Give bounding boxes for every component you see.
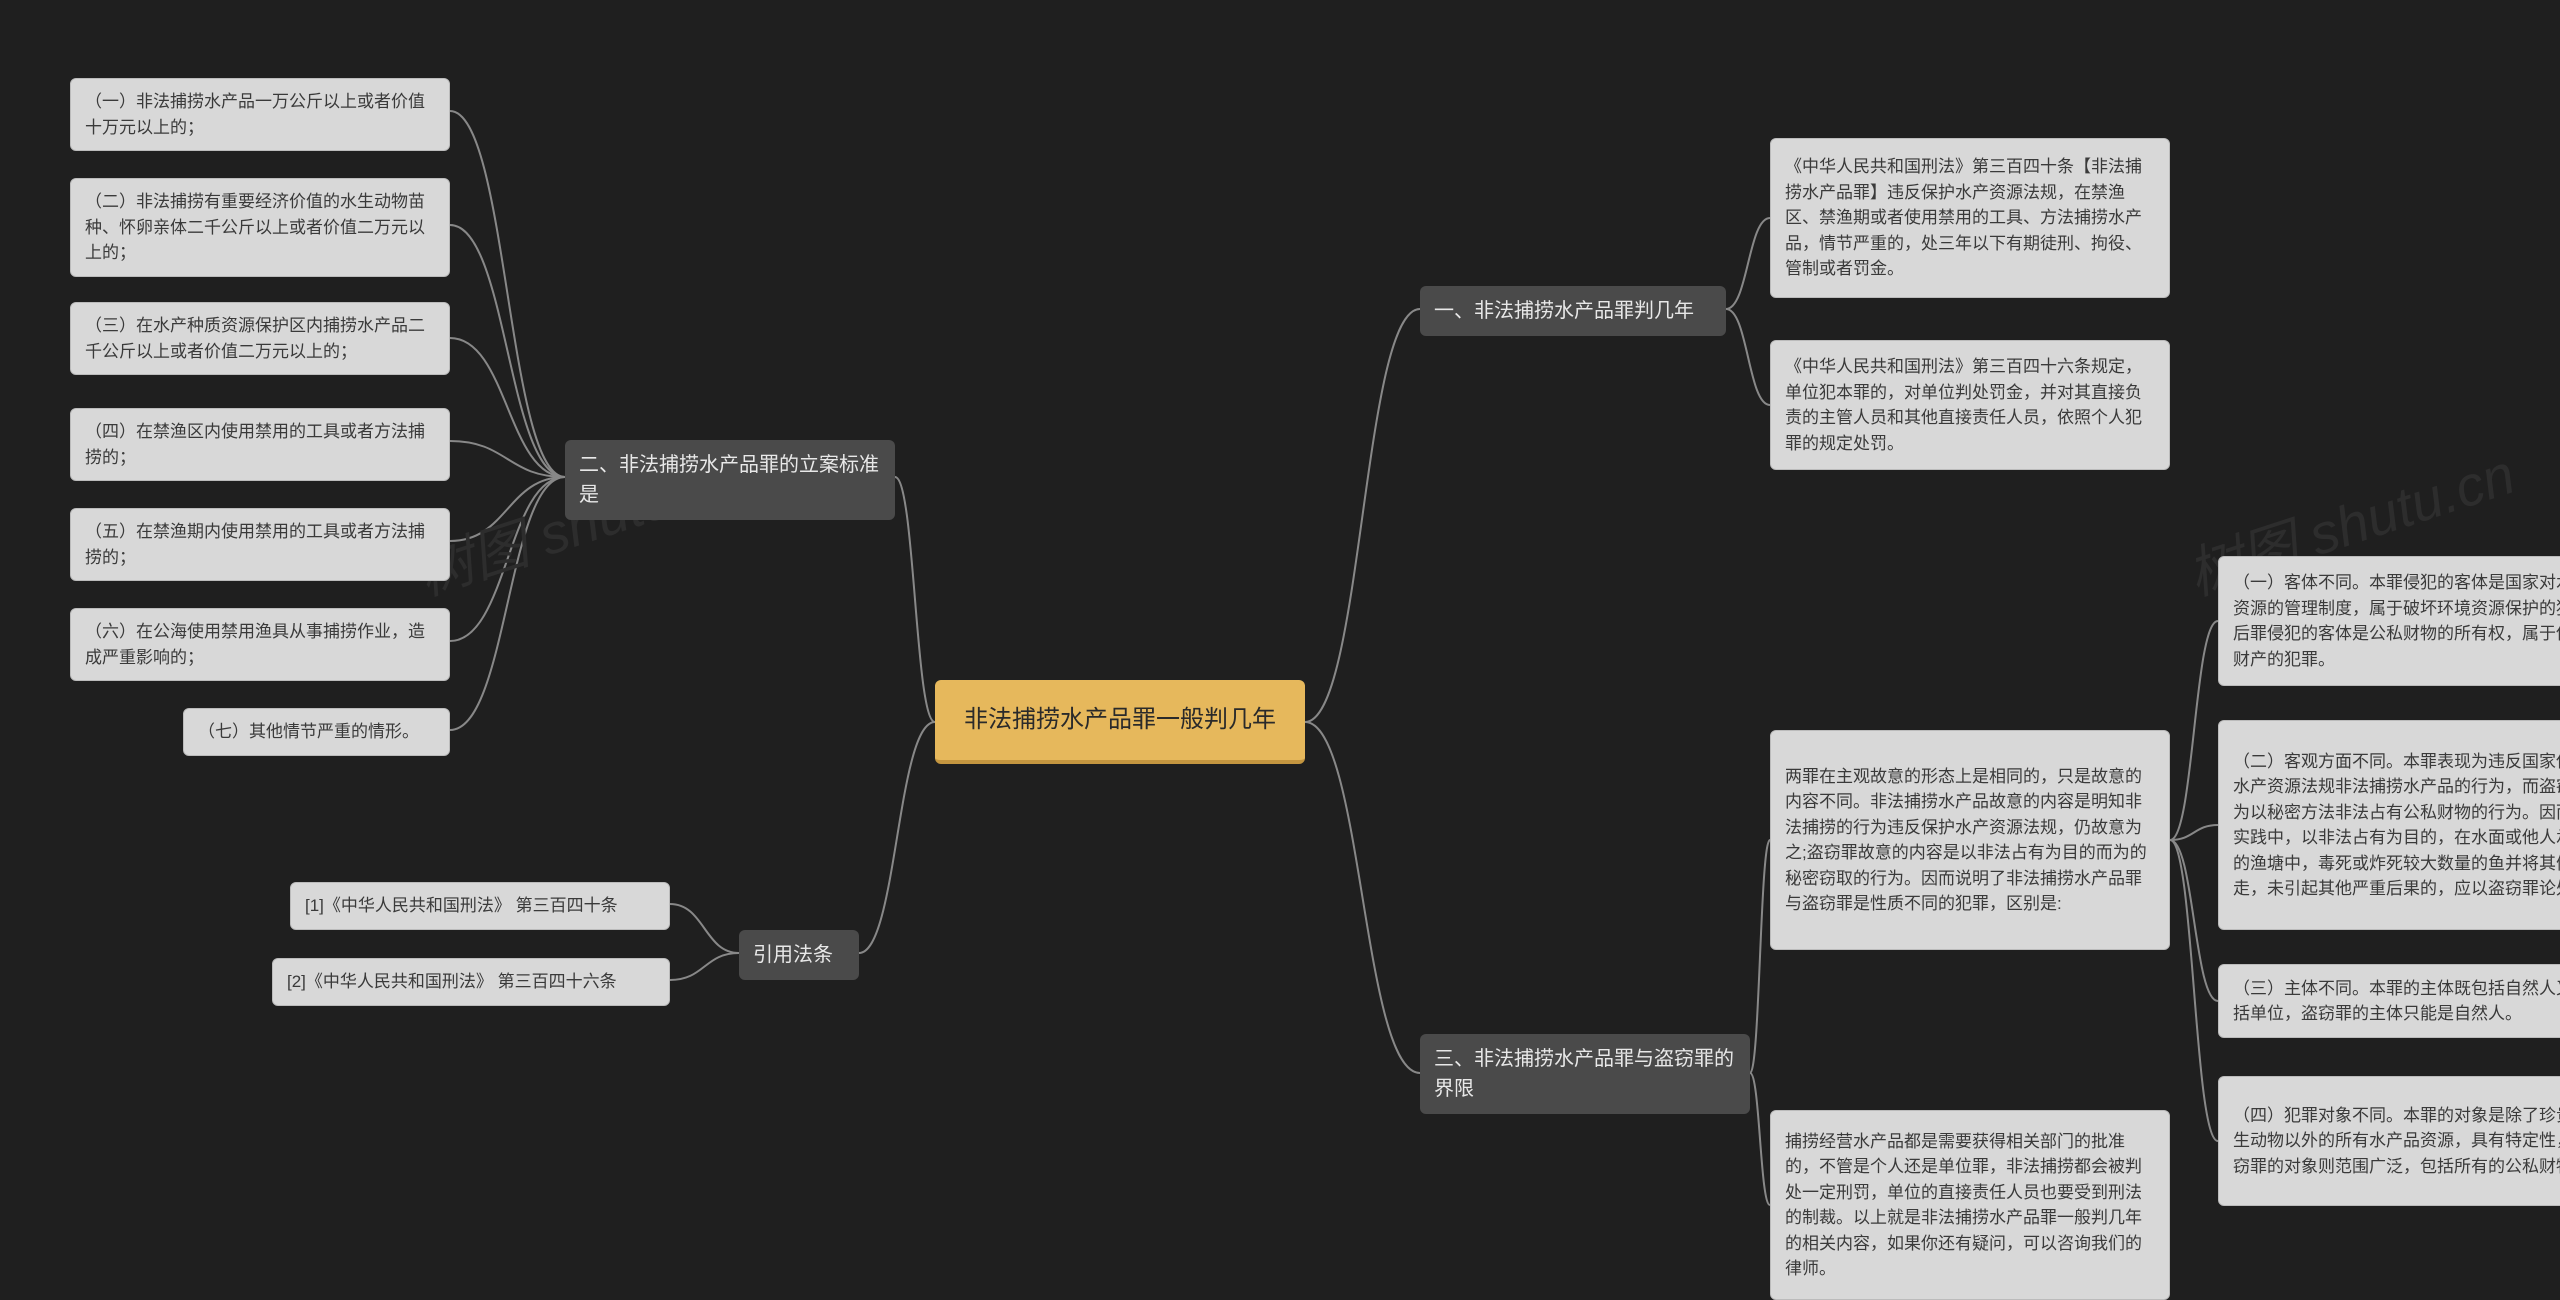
left-leaf-0-5[interactable]: （六）在公海使用禁用渔具从事捕捞作业，造成严重影响的； [70,608,450,681]
right-gc-1-0-3[interactable]: （四）犯罪对象不同。本罪的对象是除了珍贵水生动物以外的所有水产品资源，具有特定性… [2218,1076,2560,1206]
right-leaf-0-1[interactable]: 《中华人民共和国刑法》第三百四十六条规定，单位犯本罪的，对单位判处罚金，并对其直… [1770,340,2170,470]
left-leaf-0-6[interactable]: （七）其他情节严重的情形。 [183,708,450,756]
left-leaf-0-3[interactable]: （四）在禁渔区内使用禁用的工具或者方法捕捞的； [70,408,450,481]
left-leaf-1-1[interactable]: [2]《中华人民共和国刑法》 第三百四十六条 [272,958,670,1006]
right-branch-1[interactable]: 三、非法捕捞水产品罪与盗窃罪的界限 [1420,1034,1750,1114]
right-leaf-1-0[interactable]: 两罪在主观故意的形态上是相同的，只是故意的内容不同。非法捕捞水产品故意的内容是明… [1770,730,2170,950]
left-leaf-0-0[interactable]: （一）非法捕捞水产品一万公斤以上或者价值十万元以上的； [70,78,450,151]
left-branch-0[interactable]: 二、非法捕捞水产品罪的立案标准是 [565,440,895,520]
left-leaf-1-0[interactable]: [1]《中华人民共和国刑法》 第三百四十条 [290,882,670,930]
right-gc-1-0-0[interactable]: （一）客体不同。本罪侵犯的客体是国家对水产资源的管理制度，属于破坏环境资源保护的… [2218,556,2560,686]
left-leaf-0-2[interactable]: （三）在水产种质资源保护区内捕捞水产品二千公斤以上或者价值二万元以上的； [70,302,450,375]
left-leaf-0-1[interactable]: （二）非法捕捞有重要经济价值的水生动物苗种、怀卵亲体二千公斤以上或者价值二万元以… [70,178,450,277]
root-node[interactable]: 非法捕捞水产品罪一般判几年 [935,680,1305,764]
left-branch-1[interactable]: 引用法条 [739,930,859,980]
right-leaf-1-1[interactable]: 捕捞经营水产品都是需要获得相关部门的批准的，不管是个人还是单位罪，非法捕捞都会被… [1770,1110,2170,1300]
left-leaf-0-4[interactable]: （五）在禁渔期内使用禁用的工具或者方法捕捞的； [70,508,450,581]
right-branch-0[interactable]: 一、非法捕捞水产品罪判几年 [1420,286,1726,336]
right-gc-1-0-2[interactable]: （三）主体不同。本罪的主体既包括自然人又包括单位，盗窃罪的主体只能是自然人。 [2218,964,2560,1038]
right-gc-1-0-1[interactable]: （二）客观方面不同。本罪表现为违反国家保护水产资源法规非法捕捞水产品的行为，而盗… [2218,720,2560,930]
right-leaf-0-0[interactable]: 《中华人民共和国刑法》第三百四十条【非法捕捞水产品罪】违反保护水产资源法规，在禁… [1770,138,2170,298]
